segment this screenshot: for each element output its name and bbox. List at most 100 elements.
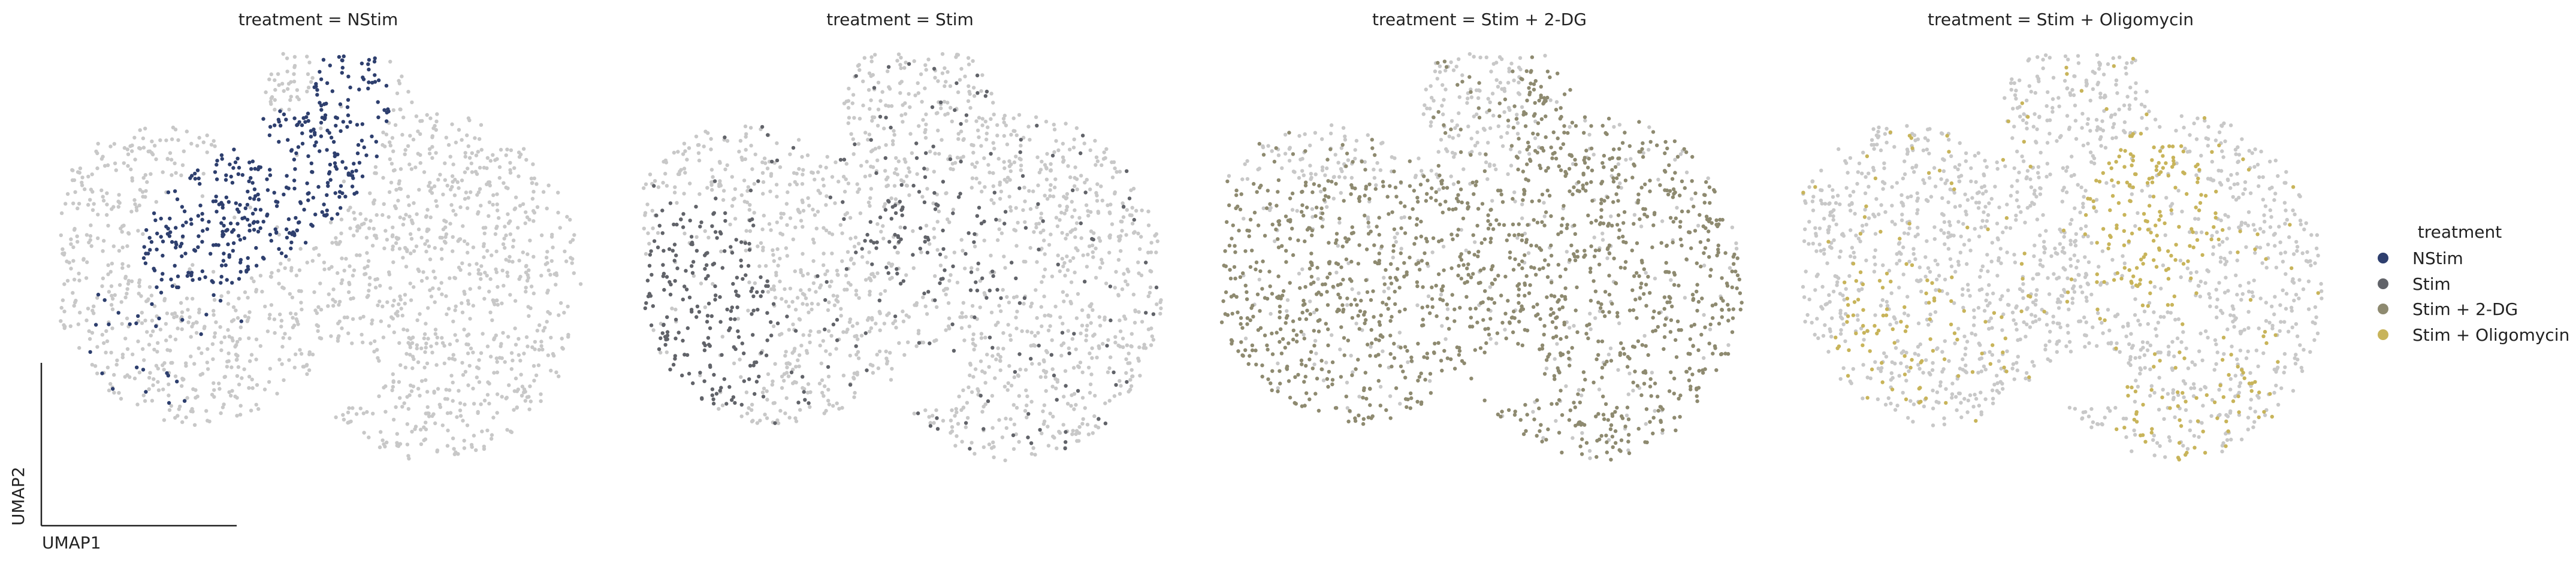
scatter-point-other	[346, 290, 351, 295]
scatter-point-highlight	[748, 363, 753, 368]
scatter-point-other	[117, 201, 122, 205]
scatter-point-other	[59, 305, 64, 310]
scatter-point-other	[126, 152, 131, 156]
scatter-point-highlight	[205, 227, 210, 231]
scatter-point-other	[423, 242, 427, 246]
scatter-point-highlight	[300, 131, 304, 135]
scatter-point-other	[120, 352, 125, 357]
scatter-point-other	[1309, 177, 1313, 181]
scatter-point-other	[703, 229, 707, 234]
scatter-point-highlight	[1648, 420, 1652, 424]
scatter-point-highlight	[1525, 147, 1529, 151]
scatter-point-other	[433, 328, 438, 332]
scatter-point-other	[409, 336, 413, 341]
scatter-point-other	[197, 135, 201, 140]
scatter-point-highlight	[1609, 457, 1613, 462]
scatter-point-other	[1065, 232, 1070, 237]
scatter-point-other	[466, 250, 470, 255]
scatter-point-other	[485, 428, 490, 433]
scatter-point-other	[1081, 253, 1085, 257]
scatter-point-other	[1343, 134, 1347, 138]
scatter-point-highlight	[183, 251, 188, 256]
scatter-point-highlight	[1567, 166, 1572, 171]
scatter-point-other	[1079, 236, 1083, 240]
scatter-point-other	[780, 297, 784, 301]
scatter-point-other	[451, 249, 455, 253]
scatter-point-other	[1100, 198, 1105, 203]
scatter-point-highlight	[724, 402, 729, 406]
scatter-point-other	[488, 159, 493, 163]
scatter-point-other	[1509, 61, 1514, 66]
scatter-point-highlight	[1250, 248, 1254, 253]
scatter-point-other	[1048, 324, 1052, 328]
scatter-point-other	[1109, 355, 1113, 359]
scatter-point-other	[390, 388, 394, 393]
scatter-point-other	[504, 257, 508, 262]
scatter-point-highlight	[766, 133, 770, 137]
scatter-point-other	[957, 395, 961, 399]
scatter-point-other	[418, 427, 423, 432]
scatter-point-other	[1131, 292, 1136, 297]
scatter-point-other	[578, 282, 583, 286]
scatter-point-highlight	[1680, 179, 1684, 183]
scatter-point-other	[1021, 208, 1025, 213]
scatter-point-highlight	[343, 166, 348, 170]
scatter-point-highlight	[1648, 189, 1652, 193]
scatter-point-highlight	[221, 229, 225, 234]
scatter-point-other	[415, 346, 419, 351]
scatter-point-highlight	[1287, 341, 1291, 345]
scatter-point-highlight	[712, 372, 716, 377]
scatter-point-highlight	[1648, 377, 1653, 381]
scatter-point-other	[962, 338, 967, 342]
scatter-point-other	[337, 302, 341, 307]
scatter-point-other	[526, 344, 530, 348]
scatter-point-other	[1125, 208, 1130, 212]
scatter-point-highlight	[355, 123, 360, 127]
scatter-point-highlight	[306, 119, 310, 123]
scatter-point-other	[150, 140, 154, 144]
scatter-point-other	[442, 344, 446, 348]
scatter-point-other	[495, 360, 499, 364]
scatter-point-other	[951, 207, 956, 212]
scatter-point-highlight	[746, 263, 751, 268]
scatter-point-other	[418, 312, 422, 316]
scatter-point-highlight	[1687, 366, 1692, 371]
scatter-point-other	[979, 144, 983, 148]
scatter-point-other	[464, 342, 469, 347]
scatter-point-other	[1032, 230, 1036, 234]
scatter-point-other	[382, 202, 386, 206]
scatter-point-other	[197, 307, 201, 312]
scatter-point-other	[102, 163, 107, 168]
scatter-point-highlight	[1236, 349, 1240, 353]
scatter-point-other	[451, 436, 455, 441]
scatter-point-highlight	[1660, 428, 1665, 432]
scatter-point-highlight	[343, 195, 348, 199]
scatter-point-other	[292, 63, 297, 68]
scatter-point-other	[1118, 329, 1123, 333]
scatter-point-highlight	[1663, 323, 1667, 328]
scatter-point-other	[1127, 351, 1131, 356]
scatter-point-other	[755, 421, 760, 425]
scatter-point-other	[508, 232, 512, 236]
scatter-point-other	[105, 339, 110, 344]
scatter-point-highlight	[360, 174, 365, 178]
scatter-point-other	[138, 187, 142, 192]
scatter-point-highlight	[1356, 314, 1360, 318]
scatter-point-highlight	[684, 269, 688, 273]
scatter-point-other	[1095, 182, 1100, 186]
scatter-panel-stim	[642, 52, 1163, 463]
scatter-point-highlight	[1583, 248, 1587, 253]
scatter-point-other	[1644, 422, 1648, 426]
scatter-point-other	[1269, 205, 1273, 210]
scatter-point-highlight	[335, 116, 339, 120]
scatter-point-other	[961, 138, 965, 142]
scatter-point-other	[1629, 157, 1633, 161]
scatter-point-other	[987, 365, 991, 369]
scatter-point-highlight	[367, 67, 371, 72]
scatter-point-other	[949, 273, 953, 277]
scatter-point-other	[1007, 301, 1011, 305]
scatter-point-other	[491, 153, 495, 157]
scatter-point-other	[733, 217, 738, 221]
scatter-point-other	[775, 195, 779, 199]
scatter-point-other	[1499, 135, 1503, 139]
